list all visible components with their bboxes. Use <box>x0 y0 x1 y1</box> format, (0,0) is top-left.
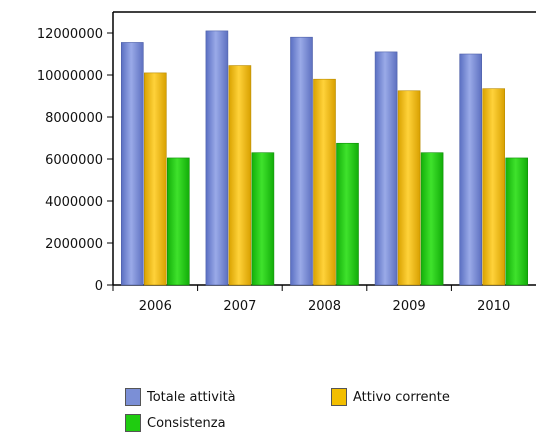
bar-attivo-corrente-2007 <box>228 65 252 286</box>
legend-item-attivo-corrente: Attivo corrente <box>331 388 450 406</box>
y-tick-label: 6000000 <box>45 153 103 168</box>
legend-swatch-attivo-corrente <box>331 388 347 406</box>
bar-totale-attivita-2006 <box>121 42 144 286</box>
x-tick-label: 2009 <box>393 299 426 314</box>
bar-consistenza-2008 <box>336 142 359 286</box>
bar-totale-attivita-2008 <box>290 36 313 286</box>
x-tick-label: 2007 <box>223 299 256 314</box>
bar-consistenza-2009 <box>420 152 444 286</box>
legend-item-totale-attivita: Totale attività <box>125 388 236 406</box>
legend-swatch-totale-attivita <box>125 388 141 406</box>
y-tick-label: 0 <box>95 279 103 294</box>
x-tick-label: 2006 <box>139 299 172 314</box>
legend-label: Totale attività <box>147 389 236 405</box>
legend-label: Attivo corrente <box>353 389 450 405</box>
bar-consistenza-2006 <box>167 157 190 286</box>
legend-label: Consistenza <box>147 415 226 431</box>
y-tick-label: 10000000 <box>37 69 103 84</box>
x-tick-label: 2010 <box>477 299 510 314</box>
x-tick-label: 2008 <box>308 299 341 314</box>
y-tick-label: 12000000 <box>37 27 103 42</box>
bar-consistenza-2007 <box>251 152 275 286</box>
bar-attivo-corrente-2008 <box>313 78 336 286</box>
bar-attivo-corrente-2010 <box>482 88 506 286</box>
bar-totale-attivita-2007 <box>205 30 229 286</box>
bar-totale-attivita-2009 <box>374 51 398 286</box>
legend-swatch-consistenza <box>125 414 141 432</box>
bar-totale-attivita-2010 <box>459 53 483 286</box>
legend-item-consistenza: Consistenza <box>125 414 226 432</box>
bar-attivo-corrente-2009 <box>397 90 421 286</box>
bar-attivo-corrente-2006 <box>144 72 167 286</box>
y-tick-label: 2000000 <box>45 237 103 252</box>
y-tick-label: 8000000 <box>45 111 103 126</box>
y-tick-label: 4000000 <box>45 195 103 210</box>
bar-consistenza-2010 <box>505 157 529 286</box>
